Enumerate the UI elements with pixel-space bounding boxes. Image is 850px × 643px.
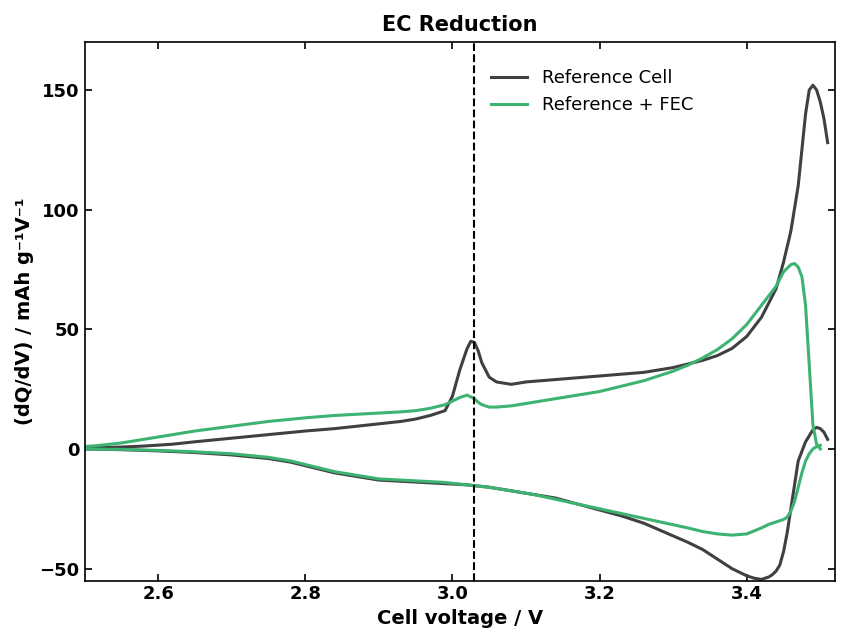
Legend: Reference Cell, Reference + FEC: Reference Cell, Reference + FEC: [484, 62, 700, 122]
X-axis label: Cell voltage / V: Cell voltage / V: [377, 609, 543, 628]
Y-axis label: (dQ/dV) / mAh g⁻¹V⁻¹: (dQ/dV) / mAh g⁻¹V⁻¹: [15, 197, 34, 425]
Title: EC Reduction: EC Reduction: [382, 15, 537, 35]
